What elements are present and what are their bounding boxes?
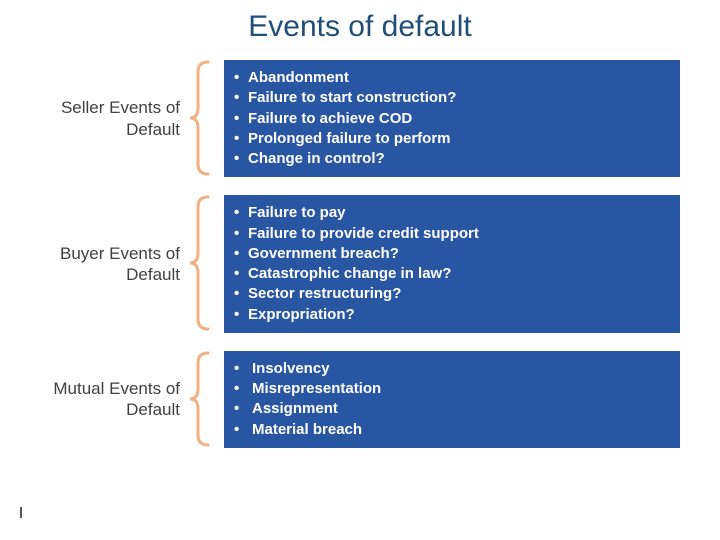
bullet-text: Change in control? — [248, 149, 385, 169]
bullet-text: Insolvency — [248, 359, 330, 379]
detail-box: •Abandonment•Failure to start constructi… — [224, 60, 680, 177]
section-row: Seller Events of Default•Abandonment•Fai… — [18, 60, 680, 177]
bullet-text: Failure to provide credit support — [248, 224, 479, 244]
section-label: Seller Events of Default — [18, 60, 188, 177]
bullet-text: Failure to achieve COD — [248, 109, 412, 129]
bullet-item: •Expropriation? — [234, 305, 670, 325]
bullet-text: Catastrophic change in law? — [248, 264, 451, 284]
bullet-dot: • — [234, 284, 248, 304]
footer-mark — [20, 507, 22, 518]
bullet-text: Failure to pay — [248, 203, 346, 223]
bullet-item: •Abandonment — [234, 68, 670, 88]
content-area: Seller Events of Default•Abandonment•Fai… — [18, 60, 680, 466]
bullet-dot: • — [234, 68, 248, 88]
bullet-dot: • — [234, 399, 248, 419]
bullet-item: •Change in control? — [234, 149, 670, 169]
bullet-item: •Catastrophic change in law? — [234, 264, 670, 284]
bullet-text: Failure to start construction? — [248, 88, 456, 108]
bullet-dot: • — [234, 109, 248, 129]
bullet-item: •Failure to start construction? — [234, 88, 670, 108]
bullet-dot: • — [234, 264, 248, 284]
bullet-item: •Insolvency — [234, 359, 670, 379]
bullet-text: Misrepresentation — [248, 379, 381, 399]
bullet-text: Abandonment — [248, 68, 349, 88]
bullet-dot: • — [234, 359, 248, 379]
bullet-item: •Assignment — [234, 399, 670, 419]
bullet-item: •Sector restructuring? — [234, 284, 670, 304]
bullet-item: •Material breach — [234, 420, 670, 440]
bullet-text: Material breach — [248, 420, 362, 440]
section-row: Buyer Events of Default•Failure to pay•F… — [18, 195, 680, 333]
bullet-item: •Failure to achieve COD — [234, 109, 670, 129]
bullet-dot: • — [234, 224, 248, 244]
bullet-item: •Failure to pay — [234, 203, 670, 223]
bullet-item: •Prolonged failure to perform — [234, 129, 670, 149]
bullet-text: Assignment — [248, 399, 338, 419]
bullet-dot: • — [234, 129, 248, 149]
bullet-text: Expropriation? — [248, 305, 355, 325]
bullet-dot: • — [234, 88, 248, 108]
bullet-dot: • — [234, 305, 248, 325]
bullet-dot: • — [234, 203, 248, 223]
bullet-text: Sector restructuring? — [248, 284, 401, 304]
bullet-dot: • — [234, 379, 248, 399]
section-row: Mutual Events of Default•Insolvency•Misr… — [18, 351, 680, 448]
brace-icon — [188, 351, 210, 447]
section-label: Buyer Events of Default — [18, 195, 188, 333]
brace-icon — [188, 60, 210, 176]
bullet-dot: • — [234, 149, 248, 169]
bullet-text: Government breach? — [248, 244, 399, 264]
bullet-item: •Failure to provide credit support — [234, 224, 670, 244]
brace-icon — [188, 195, 210, 331]
bullet-text: Prolonged failure to perform — [248, 129, 451, 149]
bullet-item: •Misrepresentation — [234, 379, 670, 399]
detail-box: •Failure to pay•Failure to provide credi… — [224, 195, 680, 333]
bullet-dot: • — [234, 420, 248, 440]
bullet-dot: • — [234, 244, 248, 264]
detail-box: •Insolvency•Misrepresentation•Assignment… — [224, 351, 680, 448]
bullet-item: •Government breach? — [234, 244, 670, 264]
section-label: Mutual Events of Default — [18, 351, 188, 448]
slide-title: Events of default — [0, 0, 720, 44]
